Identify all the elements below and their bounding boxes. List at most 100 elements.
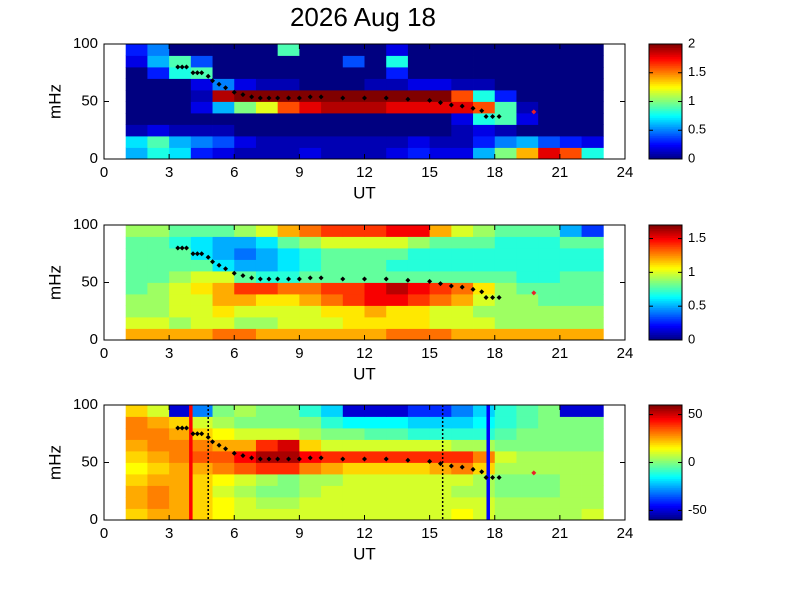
heatmap-cell [473, 508, 496, 521]
track-point [223, 446, 229, 452]
heatmap-cell [190, 236, 213, 249]
heatmap-cell [473, 317, 496, 329]
heatmap-cell [321, 497, 344, 509]
heatmap-cell [299, 78, 322, 91]
colorbar-tick-label: 50 [688, 406, 702, 421]
heatmap-cell [581, 317, 604, 329]
heatmap-cell [364, 78, 387, 91]
heatmap-cell [429, 225, 452, 237]
colorbar-slice [649, 271, 682, 274]
heatmap-cell [581, 508, 604, 521]
y-axis-label: mHz [45, 84, 64, 119]
heatmap-cell [494, 136, 517, 148]
heatmap-cell [429, 90, 452, 102]
heatmap-cell [429, 259, 452, 272]
x-tick-label: 0 [100, 525, 108, 542]
colorbar-slice [649, 144, 682, 147]
heatmap-cell [212, 55, 235, 68]
colorbar-slice [649, 412, 682, 415]
heatmap-cell [559, 259, 582, 272]
track-point [249, 455, 255, 461]
heatmap-cell [147, 225, 170, 237]
colorbar-slice [649, 331, 682, 334]
heatmap-cell [494, 508, 517, 521]
heatmap-cell [494, 147, 517, 160]
heatmap-cell [364, 136, 387, 148]
heatmap-cell [538, 259, 561, 272]
heatmap-cell [364, 67, 387, 79]
colorbar-slice [649, 435, 682, 438]
colorbar-slice [649, 96, 682, 99]
colorbar-slice [649, 327, 682, 330]
track-point [199, 251, 205, 257]
heatmap-cell [451, 225, 474, 237]
heatmap-cell [169, 416, 192, 429]
heatmap-cell [559, 451, 582, 463]
heatmap-cell [321, 136, 344, 148]
track-point [437, 100, 443, 106]
colorbar-tick-label: 0 [688, 150, 695, 165]
y-axis-label: mHz [45, 265, 64, 300]
colorbar-slice [649, 405, 682, 408]
heatmap-cell [364, 439, 387, 452]
heatmap-cell [473, 248, 496, 260]
heatmap-cell [190, 294, 213, 306]
heatmap-cell [342, 67, 365, 79]
heatmap-cell [407, 305, 431, 318]
heatmap-cell [559, 67, 582, 79]
colorbar-slice [649, 101, 682, 104]
colorbar-slice [649, 266, 682, 269]
colorbar-slice [649, 514, 682, 517]
colorbar-slice [649, 114, 682, 117]
heatmap-cell [342, 328, 365, 341]
heatmap-cell [364, 124, 387, 137]
colorbar-slice [649, 255, 682, 258]
colorbar-slice [649, 277, 682, 280]
heatmap-cell [277, 236, 300, 249]
track-point [405, 277, 411, 283]
heatmap-cell [321, 508, 344, 521]
track-point [266, 95, 272, 101]
heatmap-cell [451, 305, 474, 318]
heatmap-cell [169, 451, 192, 463]
heatmap-cell [364, 485, 387, 498]
colorbar-slice [649, 135, 682, 138]
x-tick-label: 3 [165, 345, 173, 362]
heatmap-cell [277, 474, 300, 486]
heatmap-cell [386, 462, 409, 475]
heatmap-cell [169, 225, 192, 237]
y-tick-label: 100 [73, 35, 98, 52]
track-point [340, 95, 346, 101]
colorbar-slice [649, 72, 682, 75]
heatmap-cell [342, 78, 365, 91]
heatmap-cell [516, 236, 539, 249]
colorbar-slice [649, 485, 682, 489]
x-tick-label: 3 [165, 164, 173, 181]
heatmap-cell [494, 485, 517, 498]
colorbar-slice [649, 253, 682, 256]
colorbar-slice [649, 74, 682, 77]
track-point [257, 456, 263, 462]
heatmap-cell [364, 474, 387, 486]
heatmap-cell [342, 317, 365, 329]
colorbar-slice [649, 426, 682, 429]
heatmap-cell [429, 508, 452, 521]
heatmap-cell [364, 317, 387, 329]
track-point [190, 70, 196, 76]
heatmap-cell [342, 124, 365, 137]
heatmap-cell [516, 259, 539, 272]
heatmap-cell [473, 485, 496, 498]
colorbar-slice [649, 241, 682, 244]
heatmap-cell [473, 294, 496, 306]
colorbar-slice [649, 302, 682, 305]
x-tick-label: 18 [486, 525, 503, 542]
heatmap-cell [147, 497, 170, 509]
figure-title: 2026 Aug 18 [290, 2, 436, 32]
heatmap-cell [342, 497, 365, 509]
heatmap-cell [494, 44, 517, 56]
heatmap-cell [581, 282, 604, 295]
heatmap-cell [473, 405, 496, 417]
heatmap-cell [190, 405, 213, 417]
heatmap-cell [234, 305, 257, 318]
heatmap-cell [364, 282, 387, 295]
